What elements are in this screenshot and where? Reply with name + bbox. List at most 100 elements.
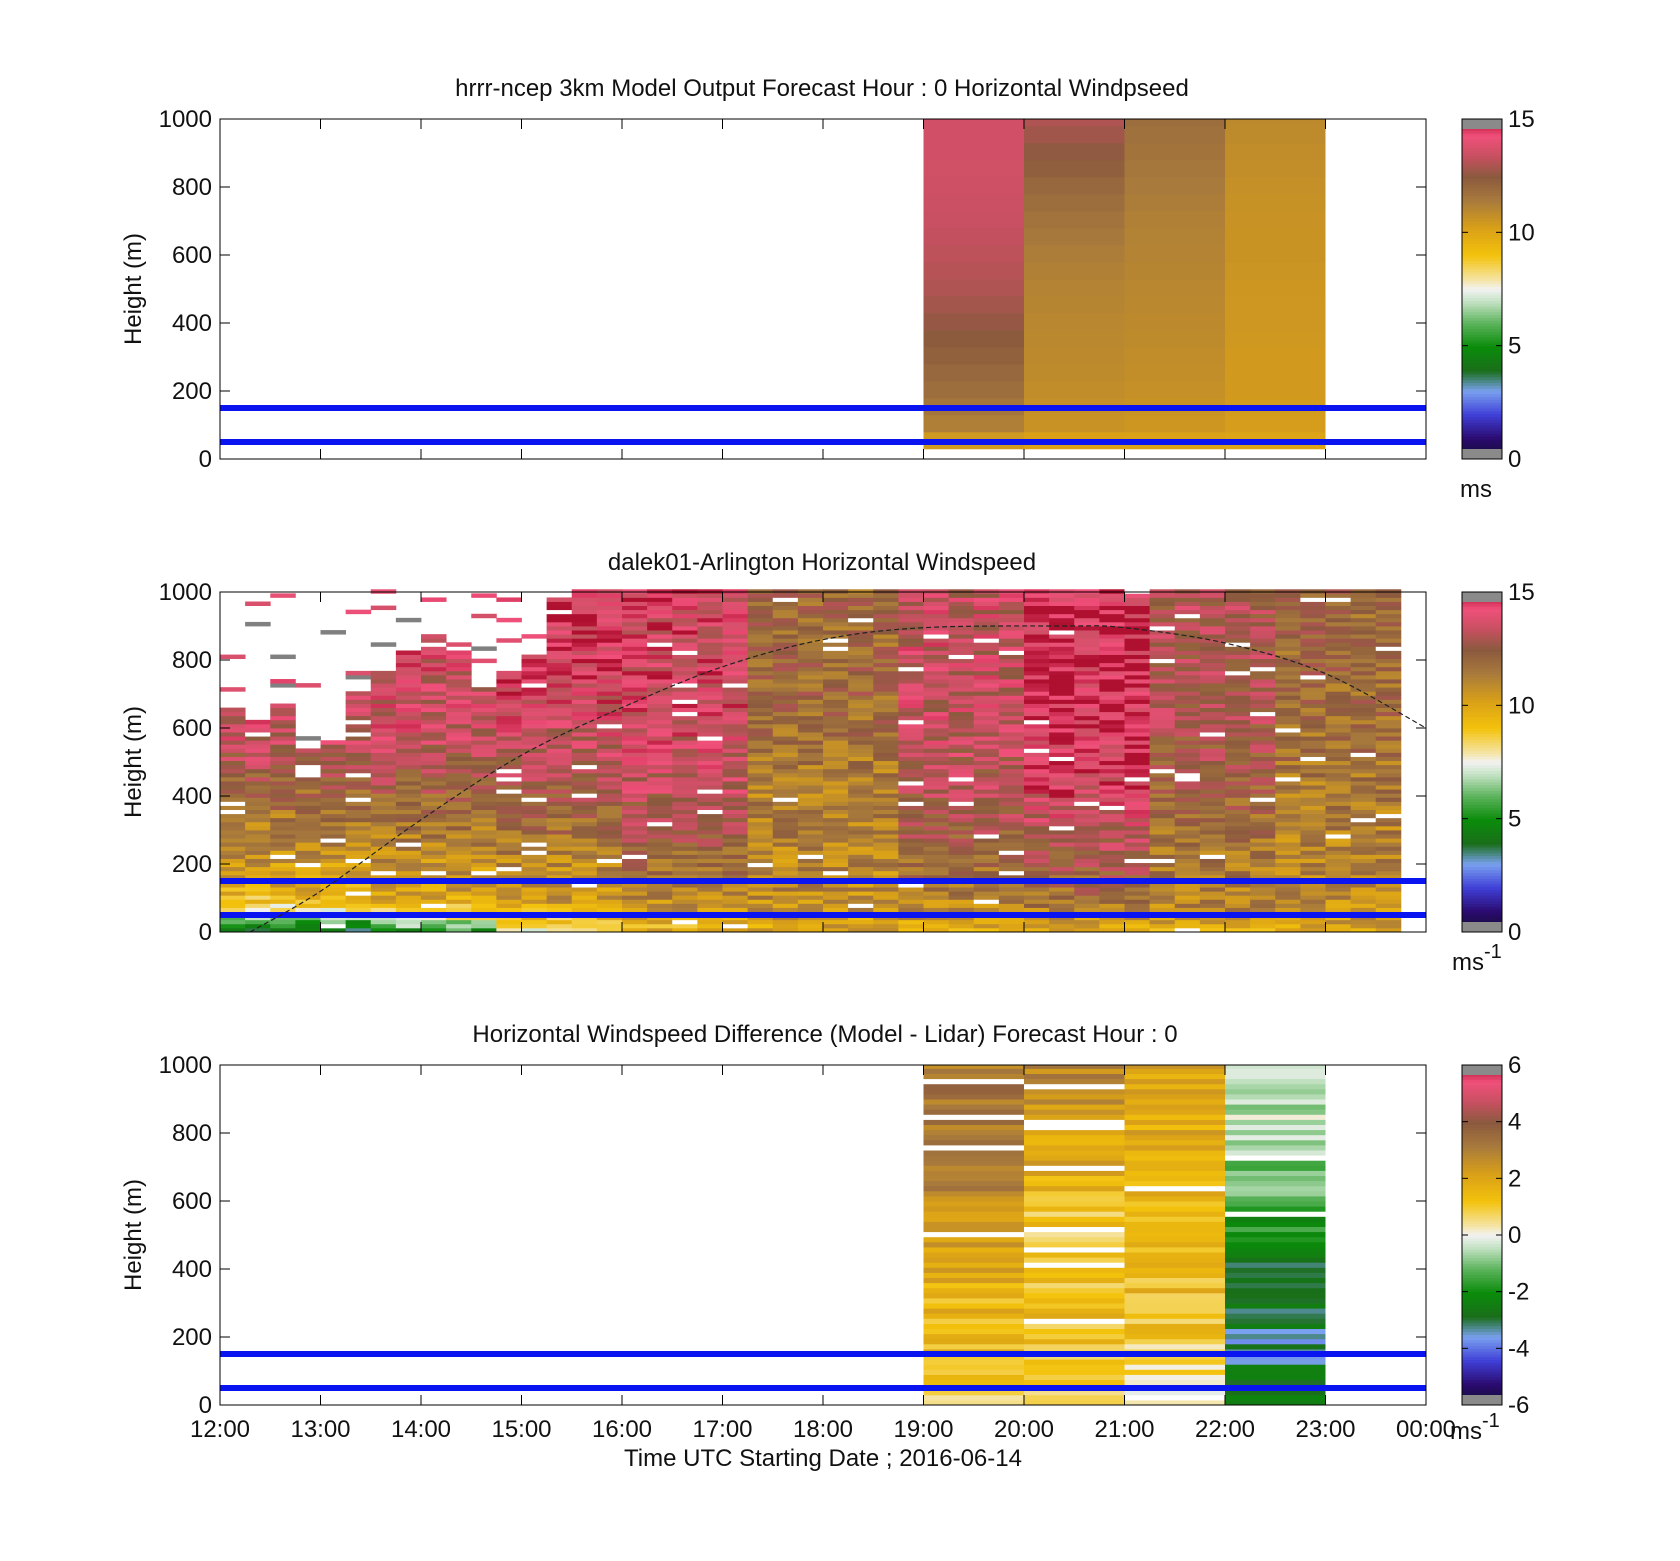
- heatmap-cell: [948, 781, 975, 786]
- heatmap-cell: [923, 1185, 1024, 1192]
- heatmap-cell: [622, 923, 648, 929]
- heatmap-cell: [797, 711, 824, 717]
- heatmap-cell: [772, 634, 799, 639]
- heatmap-cell: [848, 858, 874, 864]
- heatmap-cell: [697, 907, 723, 912]
- heatmap-cell: [672, 687, 698, 692]
- heatmap-cell: [747, 732, 774, 737]
- heatmap-cell: [1174, 703, 1201, 708]
- heatmap-cell: [1325, 630, 1352, 635]
- colorbar-segment: [1462, 1192, 1502, 1196]
- heatmap-cell: [772, 691, 799, 696]
- heatmap-cell: [571, 621, 598, 627]
- heatmap-cell: [370, 883, 397, 888]
- colorbar-segment: [1462, 161, 1502, 165]
- heatmap-cell: [898, 764, 924, 770]
- heatmap-cell: [370, 789, 397, 794]
- heatmap-cell: [697, 874, 723, 880]
- heatmap-cell: [395, 809, 422, 815]
- heatmap-cell: [998, 732, 1025, 737]
- heatmap-cell: [1250, 793, 1276, 798]
- heatmap-cell: [1275, 793, 1301, 798]
- heatmap-cell: [848, 891, 874, 896]
- heatmap-cell: [722, 674, 749, 680]
- colorbar-underflow: [1462, 1395, 1502, 1405]
- heatmap-cell: [220, 830, 246, 835]
- heatmap-cell: [1300, 654, 1326, 660]
- heatmap-cell: [1350, 866, 1377, 872]
- heatmap-cell: [395, 744, 422, 749]
- heatmap-cell: [1250, 817, 1276, 823]
- heatmap-cell: [998, 895, 1025, 900]
- colorbar-segment: [1462, 371, 1502, 375]
- heatmap-cell: [923, 703, 950, 708]
- panel-lidar-observation: dalek01-Arlington Horizontal Windspeed 0…: [120, 549, 1535, 976]
- heatmap-cell: [1174, 650, 1201, 655]
- heatmap-cell: [1099, 772, 1125, 778]
- heatmap-cell: [370, 740, 397, 745]
- heatmap-cell: [1074, 613, 1100, 619]
- heatmap-cell: [370, 719, 397, 725]
- heatmap-cell: [295, 895, 321, 900]
- heatmap-cell: [1225, 1313, 1326, 1319]
- heatmap-cell: [1325, 838, 1352, 843]
- heatmap-cell: [446, 658, 472, 664]
- heatmap-cell: [1124, 670, 1151, 676]
- heatmap-cell: [973, 805, 1000, 810]
- heatmap-cell: [1350, 638, 1377, 643]
- heatmap-cell: [973, 846, 1000, 851]
- heatmap-cell: [220, 870, 246, 876]
- heatmap-cell: [1124, 634, 1151, 639]
- heatmap-cell: [1174, 630, 1201, 635]
- heatmap-cell: [546, 666, 573, 672]
- heatmap-cell: [647, 809, 673, 815]
- heatmap-cell: [697, 850, 723, 855]
- heatmap-cell: [797, 699, 824, 704]
- heatmap-cell: [1250, 830, 1276, 835]
- heatmap-cell: [220, 874, 246, 880]
- heatmap-cell: [923, 125, 1024, 144]
- heatmap-cell: [471, 687, 497, 692]
- heatmap-cell: [471, 752, 497, 757]
- heatmap-cell: [797, 740, 824, 745]
- heatmap-cell: [672, 719, 698, 725]
- heatmap-cell: [1049, 630, 1075, 635]
- heatmap-cell: [873, 846, 899, 851]
- heatmap-cell: [1375, 772, 1402, 778]
- heatmap-cell: [1124, 193, 1225, 212]
- heatmap-cell: [1099, 797, 1125, 802]
- heatmap-cell: [923, 764, 950, 770]
- heatmap-cell: [1024, 903, 1050, 908]
- heatmap-cell: [1199, 683, 1226, 688]
- heatmap-cell: [1250, 670, 1276, 676]
- heatmap-cell: [1124, 683, 1151, 688]
- heatmap-cell: [546, 768, 573, 774]
- heatmap-cell: [923, 887, 950, 892]
- heatmap-cell: [220, 899, 246, 904]
- heatmap-cell: [395, 728, 422, 733]
- heatmap-cell: [998, 870, 1025, 876]
- heatmap-cell: [421, 674, 447, 680]
- heatmap-cell: [848, 825, 874, 831]
- heatmap-cell: [873, 903, 899, 908]
- heatmap-cell: [1225, 1257, 1326, 1263]
- heatmap-cell: [1250, 654, 1276, 660]
- colorbar-segment: [1462, 215, 1502, 219]
- heatmap-cell: [697, 895, 723, 900]
- heatmap-cell: [1074, 764, 1100, 770]
- heatmap-cell: [1024, 176, 1125, 195]
- heatmap-cell: [496, 756, 522, 762]
- heatmap-cell: [320, 744, 347, 749]
- heatmap-cell: [1099, 756, 1125, 762]
- heatmap-cell: [1024, 923, 1050, 929]
- heatmap-cell: [370, 834, 397, 839]
- heatmap-cell: [1225, 1155, 1326, 1161]
- heatmap-cell: [1074, 809, 1100, 815]
- heatmap-cell: [1049, 613, 1075, 619]
- heatmap-cell: [1049, 776, 1075, 782]
- heatmap-cell: [1250, 919, 1276, 925]
- heatmap-cell: [772, 756, 799, 762]
- heatmap-cell: [1174, 768, 1201, 774]
- heatmap-cell: [772, 874, 799, 880]
- heatmap-cell: [873, 699, 899, 704]
